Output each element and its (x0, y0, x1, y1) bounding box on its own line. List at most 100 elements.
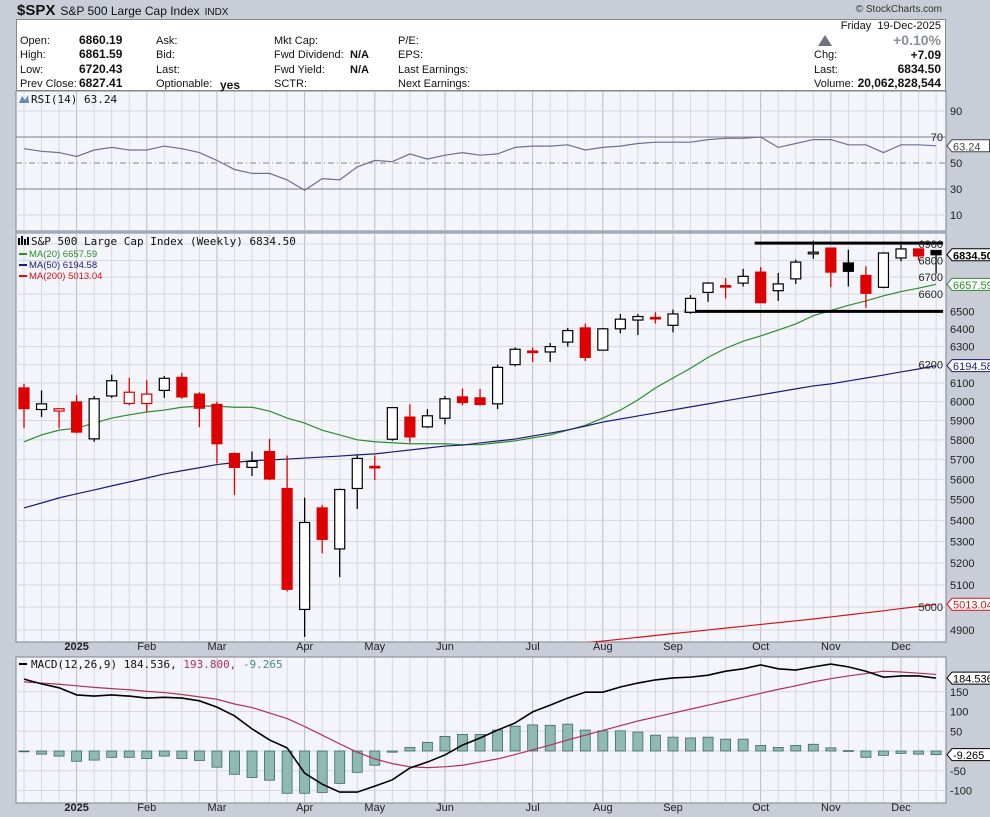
last-price-tag-box (946, 248, 990, 262)
x-axis-label-apr: Apr (296, 641, 313, 653)
macd-histogram-bar (229, 750, 240, 775)
x-axis-label-aug: Aug (593, 641, 613, 653)
macd-histogram-bar (702, 736, 714, 752)
x-axis-label-jul: Jul (526, 641, 540, 653)
x-axis-label-jun: Jun (436, 802, 454, 814)
price-tick-label: 5100 (950, 580, 974, 592)
candle-body (474, 397, 486, 406)
candle (456, 388, 469, 406)
x-axis-label-feb: Feb (137, 641, 156, 653)
macd-plot (16, 663, 946, 794)
macd-histogram-bar (895, 750, 907, 754)
macd-histogram-bar (316, 750, 328, 793)
candle-body (141, 393, 153, 405)
candle (632, 313, 644, 336)
macd-histogram-bar (562, 723, 574, 752)
macd-histogram-bar (913, 750, 924, 755)
last-label: Last: (814, 64, 838, 76)
ask-label: Ask: (156, 35, 178, 47)
macd-histogram-bar (474, 734, 486, 752)
candle (404, 404, 416, 443)
x-axis-label-apr: Apr (296, 802, 313, 814)
macd-histogram-bar (930, 750, 942, 756)
ma50-tag-box (946, 359, 990, 373)
x-axis-label-oct: Oct (752, 641, 769, 653)
candle-body (544, 345, 556, 353)
x-axis-label-dec: Dec (891, 802, 911, 814)
candle (439, 395, 451, 425)
price-plot (16, 240, 946, 642)
x-axis-label-2025: 2025 (64, 641, 88, 653)
price-tick-label: 6300 (950, 342, 974, 354)
ma-legend-label: MA(20) 6657.59 (29, 249, 97, 260)
candle (860, 266, 872, 308)
candle-body (299, 521, 311, 611)
optionable-label: Optionable: (156, 78, 213, 90)
last-earnings-label: Last Earnings: (398, 64, 469, 76)
candle (421, 409, 434, 428)
candle-body (193, 393, 205, 409)
macd-histogram-bar (457, 734, 468, 752)
price-tick-label: 6000 (950, 397, 974, 409)
last-value: 6834.50 (897, 62, 941, 76)
fwd-dividend-value: N/A (350, 49, 369, 61)
rsi-legend: RSI(14) 63.24 (31, 93, 117, 106)
price-tick-label: 6800 (919, 255, 943, 267)
candle (88, 395, 100, 442)
sctr-label: SCTR: (274, 78, 307, 90)
ma200-tag-box (946, 597, 990, 611)
candle (755, 267, 767, 304)
macd-histogram-bar (176, 750, 188, 759)
ma20-tag-box (946, 277, 990, 291)
macd-histogram-bar (141, 750, 153, 759)
candle (649, 312, 662, 324)
macd-histogram-bar (386, 750, 398, 753)
pe-label: P/E: (398, 35, 419, 47)
candle (386, 407, 398, 441)
candle-body (737, 275, 749, 284)
candle (211, 401, 223, 464)
candle-body (579, 327, 591, 358)
macd-histogram-bar (404, 747, 416, 752)
candle (614, 313, 626, 334)
candle-body (649, 316, 662, 320)
open-value: 6860.19 (79, 33, 123, 47)
macd-histogram-bar (88, 750, 100, 761)
macd-line (23, 663, 937, 793)
x-axis-label-mar: Mar (207, 641, 226, 653)
candle (702, 282, 714, 302)
candle (176, 372, 188, 399)
macd-histogram-bar (614, 730, 626, 752)
macd-histogram-bar (720, 738, 731, 752)
percent-change: +0.10% (893, 32, 941, 48)
macd-tick-label: -100 (950, 786, 972, 798)
candle-body (719, 285, 732, 288)
candle (579, 323, 591, 361)
candle-body (246, 460, 258, 468)
macd-histogram-bar (597, 730, 609, 752)
macd-value-tag-box (946, 671, 990, 685)
stockcharts-credit[interactable]: © StockCharts.com (855, 4, 942, 15)
macd-hist-tag: -9.265 (953, 750, 984, 762)
x-axis-label-may: May (364, 641, 385, 653)
macd-signal-line (23, 670, 937, 769)
candle-body (334, 488, 346, 550)
eps-label: EPS: (398, 49, 424, 61)
candle (684, 294, 697, 314)
macd-histogram-bar (193, 750, 205, 761)
macd-histogram-bar (878, 750, 889, 756)
candle (825, 247, 837, 288)
candle-body (386, 407, 398, 440)
ma-legend-label: MA(200) 5013.04 (29, 271, 102, 282)
candle-body (807, 251, 819, 255)
candle-body (912, 248, 925, 257)
candle (719, 278, 732, 299)
candle (18, 383, 30, 429)
candle-body (842, 262, 854, 272)
macd-histogram-bar (369, 750, 381, 766)
macd-histogram-bar (71, 750, 83, 762)
price-tick-label: 5700 (950, 454, 974, 466)
rsi-tick-label: 90 (950, 106, 962, 118)
x-axis-label-aug: Aug (593, 802, 613, 814)
